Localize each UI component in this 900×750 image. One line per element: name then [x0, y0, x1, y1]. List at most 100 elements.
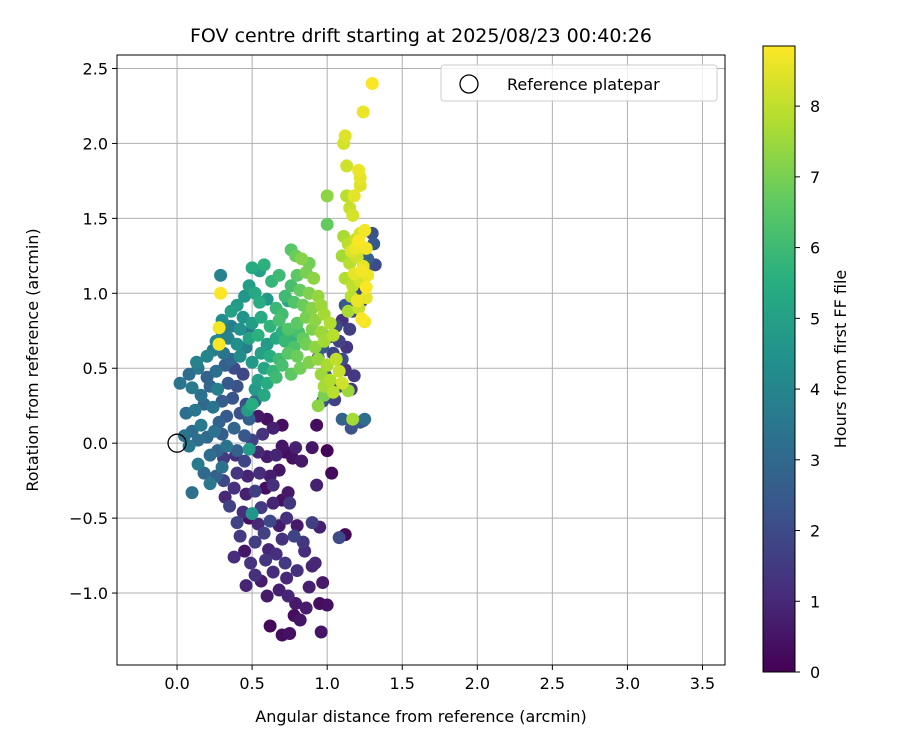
- x-tick-label: 1.5: [390, 674, 415, 693]
- scatter-point: [242, 442, 256, 456]
- scatter-point: [238, 544, 252, 558]
- scatter-point: [305, 441, 319, 455]
- scatter-point: [191, 457, 205, 471]
- scatter-point: [245, 507, 259, 521]
- scatter-point: [188, 403, 202, 417]
- scatter-point: [283, 496, 297, 510]
- colorbar-tick-label: 4: [810, 380, 820, 399]
- scatter-point: [173, 376, 187, 390]
- scatter-point: [226, 391, 240, 405]
- scatter-point: [290, 349, 304, 363]
- scatter-point: [269, 370, 283, 384]
- scatter-point: [290, 519, 304, 533]
- colorbar-tick-label: 8: [810, 97, 820, 116]
- colorbar-tick-label: 0: [810, 663, 820, 682]
- scatter-point: [230, 337, 244, 351]
- scatter-point: [221, 376, 235, 390]
- scatter-point: [314, 625, 328, 639]
- scatter-point: [215, 460, 229, 474]
- scatter-point: [350, 294, 364, 308]
- scatter-point: [194, 388, 208, 402]
- scatter-point: [238, 454, 252, 468]
- scatter-point: [302, 580, 316, 594]
- colorbar-tick-label: 7: [810, 168, 820, 187]
- scatter-point: [220, 439, 234, 453]
- y-tick-label: 0.0: [83, 434, 108, 453]
- scatter-point: [209, 364, 223, 378]
- scatter-point: [214, 268, 228, 282]
- scatter-point: [233, 322, 247, 336]
- scatter-point: [347, 369, 361, 383]
- scatter-point: [311, 399, 325, 413]
- scatter-point: [269, 448, 283, 462]
- colorbar-tick-label: 6: [810, 239, 820, 258]
- scatter-point: [238, 289, 252, 303]
- scatter-point: [248, 568, 262, 582]
- scatter-point: [310, 418, 324, 432]
- y-tick-label: 2.0: [83, 134, 108, 153]
- y-tick-label: 0.5: [83, 359, 108, 378]
- scatter-point: [233, 529, 247, 543]
- scatter-point: [263, 619, 277, 633]
- scatter-point: [341, 304, 355, 318]
- x-tick-label: 0.5: [239, 674, 264, 693]
- scatter-point: [208, 424, 222, 438]
- scatter-point: [325, 466, 339, 480]
- scatter-point: [352, 234, 366, 248]
- scatter-point: [254, 310, 268, 324]
- scatter-point: [320, 217, 334, 231]
- scatter-point: [230, 466, 244, 480]
- scatter-point: [365, 76, 379, 90]
- colorbar-label: Hours from first FF file: [831, 270, 850, 449]
- scatter-point: [283, 627, 297, 641]
- scatter-point: [206, 400, 220, 414]
- scatter-point: [281, 486, 295, 500]
- scatter-point: [358, 412, 372, 426]
- scatter-point: [241, 469, 255, 483]
- y-tick-label: 1.0: [83, 284, 108, 303]
- scatter-point: [280, 511, 294, 525]
- scatter-point: [224, 304, 238, 318]
- scatter-point: [257, 526, 271, 540]
- scatter-point: [257, 258, 271, 272]
- scatter-point: [281, 589, 295, 603]
- scatter-point: [245, 261, 259, 275]
- scatter-point: [346, 208, 360, 222]
- scatter-point: [248, 484, 262, 498]
- scatter-point: [194, 418, 208, 432]
- scatter-point: [352, 163, 366, 177]
- scatter-point: [320, 444, 334, 458]
- scatter-point: [272, 268, 286, 282]
- scatter-point: [230, 516, 244, 530]
- scatter-point: [266, 478, 280, 492]
- scatter-point: [263, 514, 277, 528]
- colorbar-ticks: 0 1 2 3 4 5 6 7 8: [795, 97, 820, 682]
- scatter-point: [329, 352, 343, 366]
- colorbar: 0 1 2 3 4 5 6 7 8 Hours from first FF file: [762, 45, 850, 682]
- scatter-point: [182, 439, 196, 453]
- scatter-point: [266, 496, 280, 510]
- colorbar-tick-label: 5: [810, 309, 820, 328]
- scatter-point: [299, 601, 313, 615]
- scatter-point: [256, 427, 270, 441]
- colorbar-gradient: [762, 45, 796, 673]
- scatter-point: [272, 313, 286, 327]
- x-tick-label: 2.0: [465, 674, 490, 693]
- scatter-point: [308, 556, 322, 570]
- scatter-point: [212, 321, 226, 335]
- scatter-point: [245, 397, 259, 411]
- scatter-point: [244, 556, 258, 570]
- scatter-point: [316, 576, 330, 590]
- scatter-point: [340, 159, 354, 173]
- y-axis-label: Rotation from reference (arcmin): [23, 228, 42, 491]
- scatter-point: [338, 129, 352, 143]
- scatter-point: [251, 328, 265, 342]
- scatter-point: [212, 337, 226, 351]
- x-axis-ticks: 0.0 0.5 1.0 1.5 2.0 2.5 3.0 3.5: [164, 665, 715, 693]
- scatter-point: [275, 532, 289, 546]
- reference-marker: [167, 433, 187, 453]
- scatter-point: [290, 564, 304, 578]
- scatter-point: [320, 598, 334, 612]
- x-tick-label: 0.0: [164, 674, 189, 693]
- x-tick-label: 1.0: [314, 674, 339, 693]
